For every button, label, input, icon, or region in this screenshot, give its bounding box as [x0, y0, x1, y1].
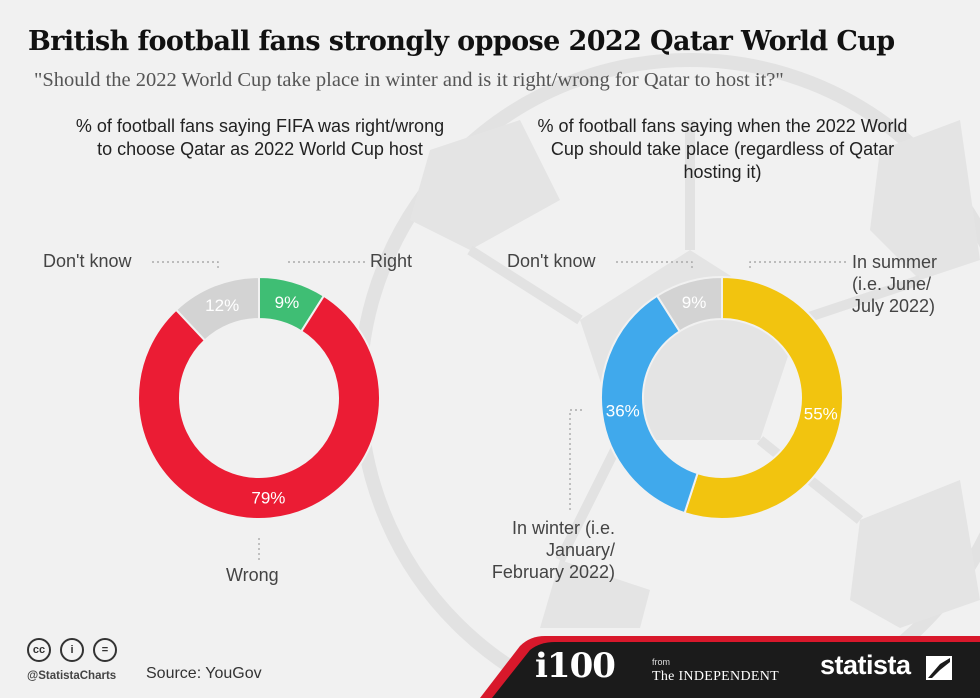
independent-logo: The INDEPENDENT	[652, 669, 779, 684]
i100-logo: i100	[535, 646, 616, 686]
page-subtitle: "Should the 2022 World Cup take place in…	[34, 69, 784, 91]
footer-bar	[480, 636, 980, 698]
from-text: from	[652, 657, 670, 667]
statista-handle[interactable]: @StatistaCharts	[27, 670, 117, 682]
legend-label-dont-know-1: Don't know	[43, 251, 132, 271]
statista-logo-icon	[926, 656, 952, 680]
data-label-slice-dont-know-chart-1: 12%	[205, 296, 239, 315]
slice-summer-chart-2	[683, 275, 844, 520]
nd-icon: =	[93, 638, 117, 662]
legend-label-wrong: Wrong	[226, 565, 279, 585]
legend-label-right: Right	[370, 251, 413, 271]
data-label-slice-winter-chart-2: 36%	[606, 402, 640, 421]
chart-title-timing: % of football fans saying when the 2022 …	[537, 116, 908, 182]
slice-winter-chart-2	[600, 294, 699, 515]
data-label-slice-right-chart-1: 9%	[275, 293, 300, 312]
data-label-slice-wrong-chart-1: 79%	[251, 489, 285, 508]
leader-line-2-3	[569, 409, 582, 512]
legend-label-summer: In summer (i.e. June/ July 2022)	[852, 252, 938, 316]
page-title: British football fans strongly oppose 20…	[28, 26, 895, 57]
data-label-slice-dont-know-chart-2: 9%	[682, 293, 707, 312]
slice-wrong-chart-1	[137, 294, 381, 520]
legend-label-winter: In winter (i.e. January/ February 2022)	[491, 518, 615, 582]
leader-line-1-2	[152, 261, 219, 268]
legend-label-dont-know-2: Don't know	[507, 251, 596, 271]
leader-line-2-1	[749, 261, 848, 268]
leader-line-2-2	[615, 261, 693, 268]
chart-title-fifa-choice: % of football fans saying FIFA was right…	[75, 116, 445, 159]
slice-dont-know-chart-2	[655, 275, 723, 333]
source-text: Source: YouGov	[146, 665, 262, 682]
cc-icon: cc	[27, 638, 51, 662]
data-label-slice-summer-chart-2: 55%	[804, 405, 838, 424]
by-icon: i	[60, 638, 84, 662]
statista-logo[interactable]: statista	[820, 650, 911, 680]
slice-dont-know-chart-1	[174, 275, 260, 342]
